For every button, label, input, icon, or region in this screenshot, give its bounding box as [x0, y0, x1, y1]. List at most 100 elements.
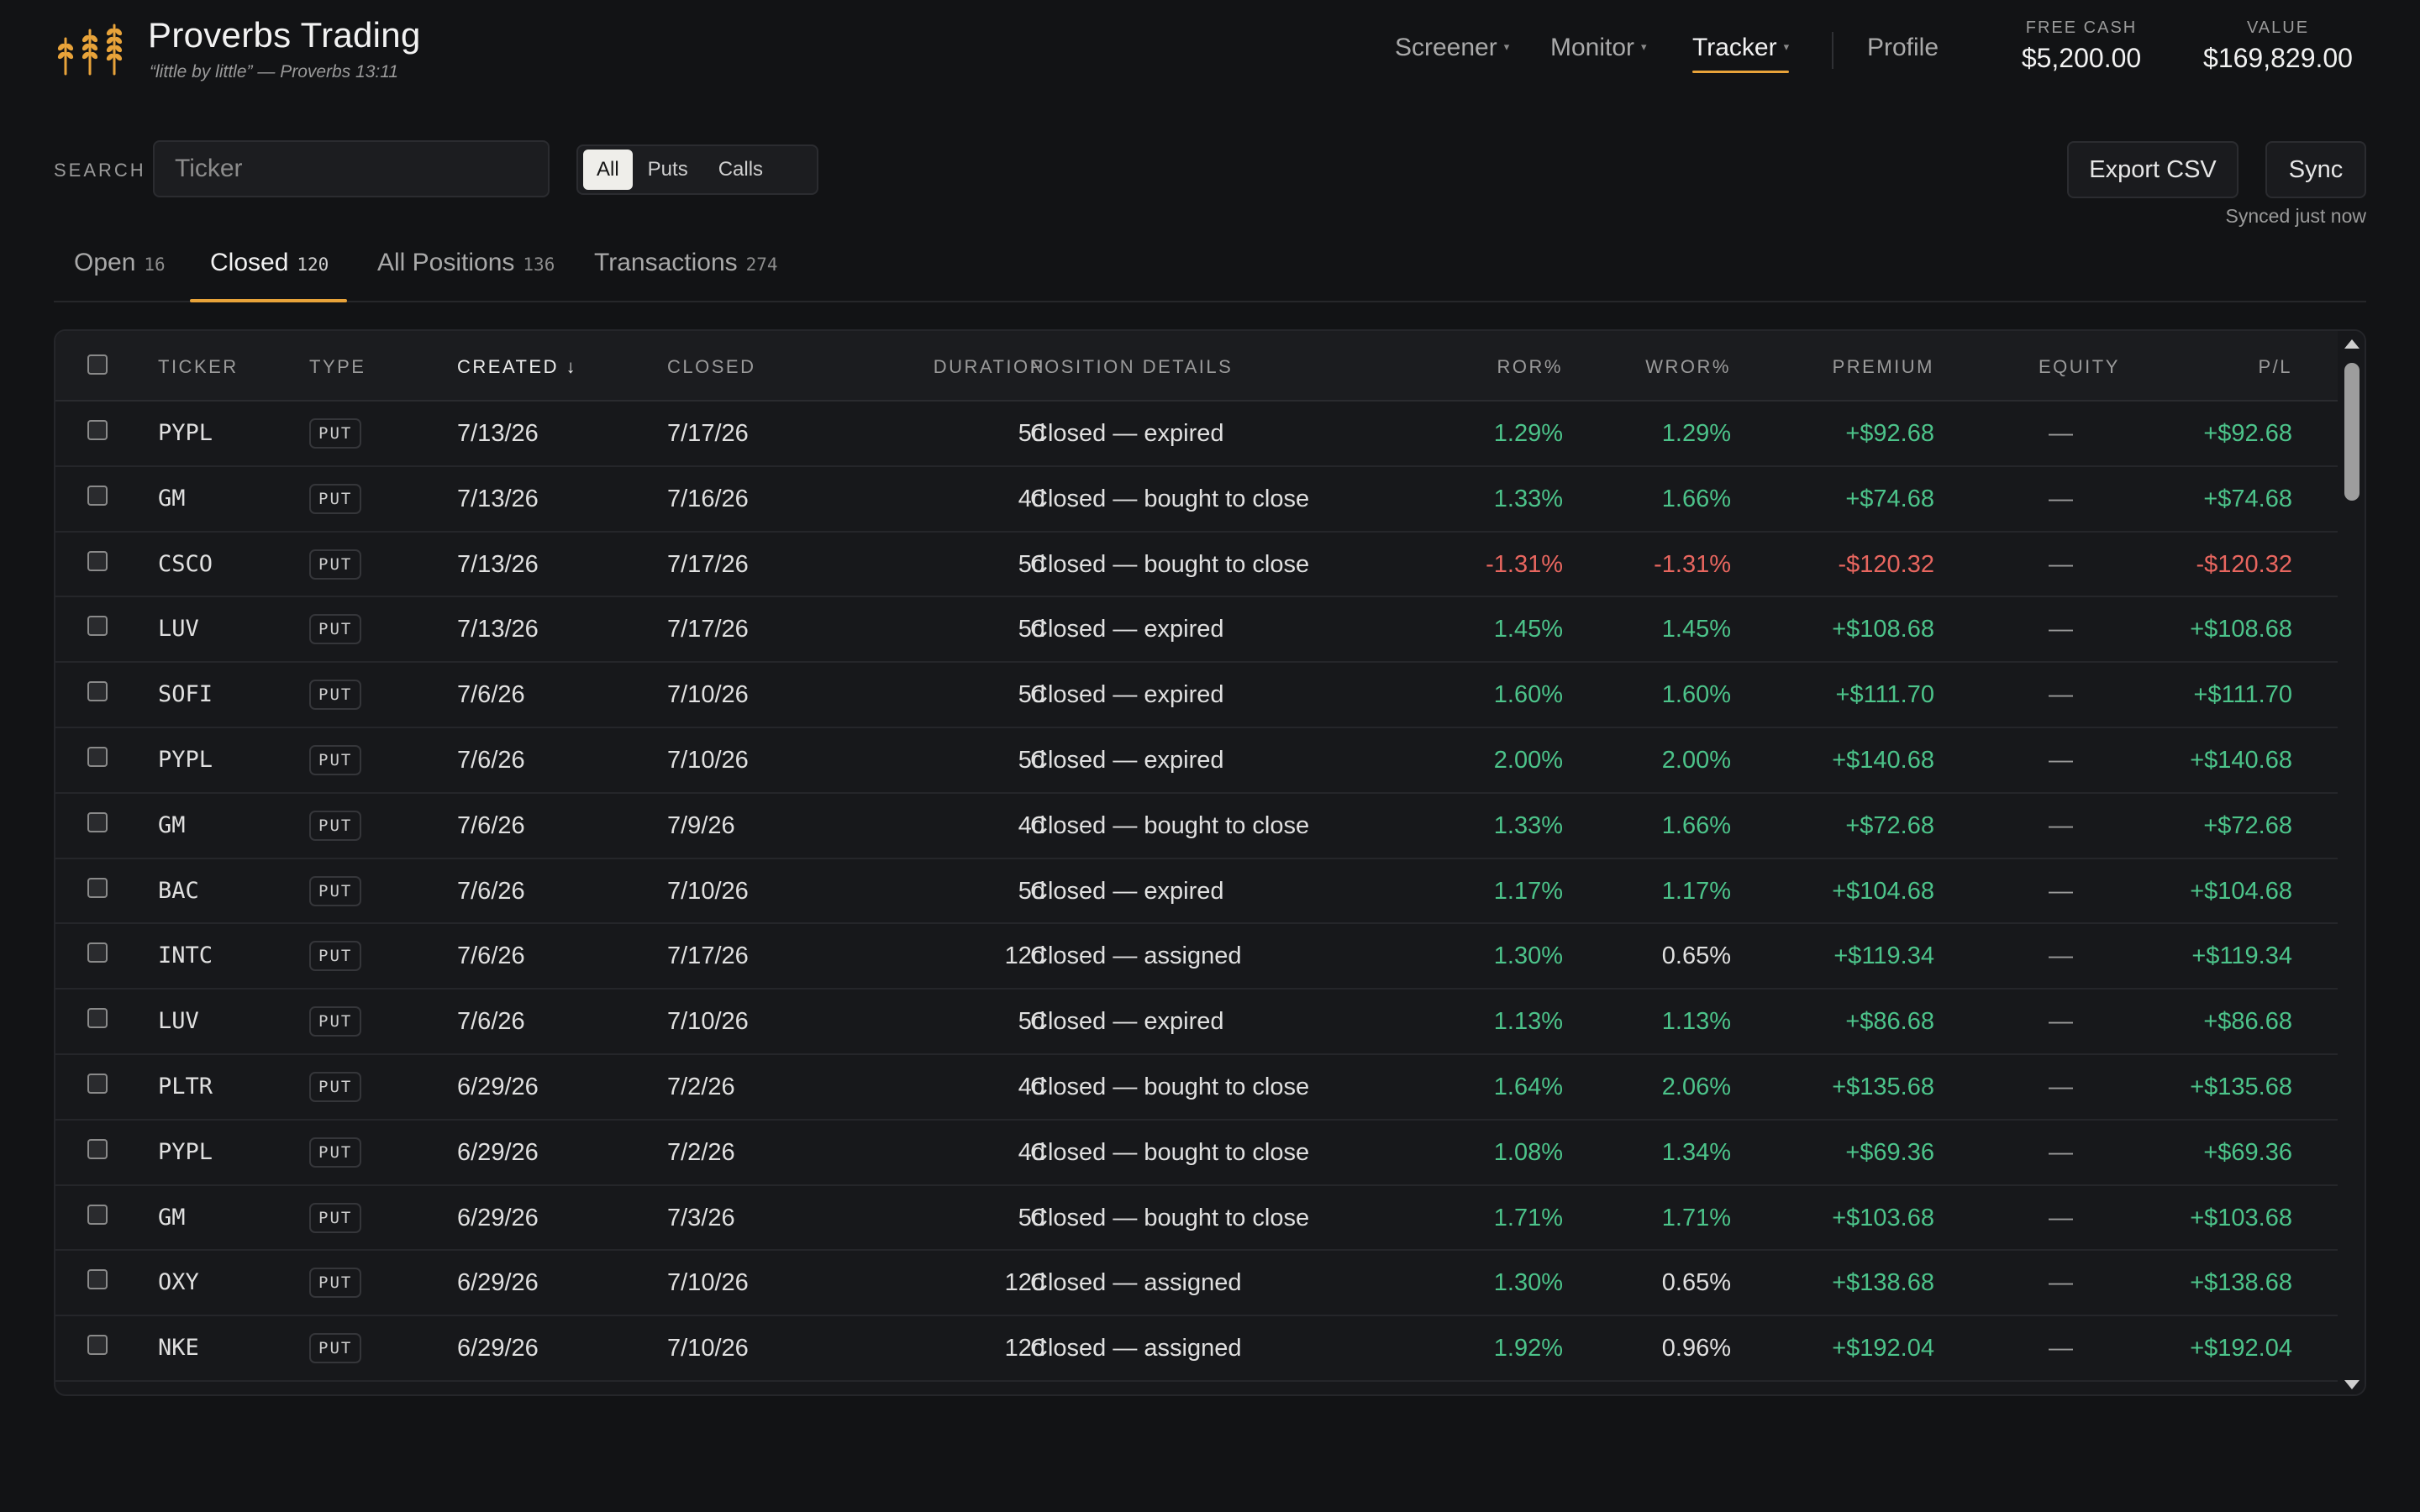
- scroll-down-arrow-icon[interactable]: [2344, 1380, 2360, 1389]
- filter-all-button[interactable]: All: [583, 150, 633, 190]
- row-checkbox[interactable]: [87, 550, 108, 571]
- cell-position-details: Closed — bought to close: [1030, 1073, 1310, 1100]
- table-row[interactable]: PUT PLTR 6/29/26 7/2/26 4d Closed — bought to…: [55, 1055, 2339, 1121]
- cell-duration: 5d: [1018, 1204, 1045, 1231]
- col-ror[interactable]: ROR%: [1497, 356, 1563, 377]
- cell-pl: +$92.68: [2203, 420, 2292, 447]
- ticker-search-input[interactable]: [153, 140, 550, 197]
- cell-position-details: Closed — expired: [1030, 877, 1224, 905]
- cell-premium: +$86.68: [1845, 1008, 1934, 1036]
- tab-all-positions[interactable]: All Positions 136: [377, 249, 555, 301]
- row-checkbox[interactable]: [87, 1138, 108, 1159]
- cell-pl: +$140.68: [2190, 746, 2292, 774]
- col-wror[interactable]: WROR%: [1645, 356, 1731, 377]
- row-checkbox[interactable]: [87, 1204, 108, 1225]
- cell-closed: 7/10/26: [667, 746, 749, 774]
- tab-open[interactable]: Open 16: [74, 249, 166, 301]
- table-row[interactable]: PUT PYPL 6/29/26 7/2/26 4d Closed — bought to…: [55, 1121, 2339, 1186]
- col-position-details[interactable]: POSITION DETAILS: [1030, 356, 1234, 377]
- cell-wror: 0.65%: [1661, 1269, 1731, 1297]
- nav-screener[interactable]: Screener ▾: [1395, 34, 1509, 76]
- cell-duration: 4d: [1018, 485, 1045, 512]
- table-row[interactable]: PUT NKE 6/29/26 7/10/26 12d Closed — assigned…: [55, 1316, 2339, 1382]
- cell-ror: 1.30%: [1493, 1269, 1563, 1297]
- export-csv-button[interactable]: Export CSV: [2067, 141, 2238, 198]
- cell-premium: +$111.70: [1835, 681, 1934, 709]
- table-row[interactable]: PUT GM 7/6/26 7/9/26 4d Closed — bought to cl…: [55, 794, 2339, 859]
- tab-closed[interactable]: Closed 120: [189, 249, 348, 302]
- brand-title: Proverbs Trading: [148, 15, 421, 55]
- table-row[interactable]: PUT BAC 7/6/26 7/10/26 5d Closed — expired 1.1…: [55, 859, 2339, 925]
- row-checkbox[interactable]: [87, 811, 108, 832]
- table-row[interactable]: PUT LUV 7/6/26 7/10/26 5d Closed — expired 1.1…: [55, 990, 2339, 1055]
- table-row[interactable]: PUT SOFI 7/6/26 7/10/26 5d Closed — expired 1.…: [55, 663, 2339, 728]
- table-row[interactable]: PUT GM 6/29/26 7/3/26 5d Closed — bought to c…: [55, 1186, 2339, 1252]
- table-row[interactable]: PUT CSCO 7/13/26 7/17/26 5d Closed — bought t…: [55, 533, 2339, 598]
- table-scrollbar[interactable]: [2338, 331, 2365, 1394]
- row-checkbox[interactable]: [87, 420, 108, 440]
- free-cash-label: FREE CASH: [2025, 18, 2138, 37]
- cell-ticker: PYPL: [158, 746, 213, 773]
- nav-tracker[interactable]: Tracker ▾: [1692, 34, 1790, 76]
- row-checkbox[interactable]: [87, 1008, 108, 1029]
- nav-profile[interactable]: Profile: [1867, 34, 1939, 76]
- scroll-up-arrow-icon[interactable]: [2344, 339, 2360, 349]
- cell-duration: 5d: [1018, 420, 1045, 447]
- cell-closed: 7/10/26: [667, 681, 749, 709]
- col-duration[interactable]: DURATION: [933, 356, 1045, 377]
- col-premium[interactable]: PREMIUM: [1832, 356, 1934, 377]
- cell-position-details: Closed — bought to close: [1030, 811, 1310, 839]
- col-created[interactable]: CREATED ↓: [457, 356, 577, 378]
- col-pl[interactable]: P/L: [2258, 356, 2292, 377]
- sync-button[interactable]: Sync: [2265, 141, 2366, 198]
- select-all-checkbox[interactable]: [87, 354, 108, 375]
- cell-premium: +$92.68: [1845, 420, 1934, 447]
- table-row[interactable]: PUT OXY 6/29/26 7/10/26 12d Closed — assigned…: [55, 1251, 2339, 1317]
- table-row[interactable]: PUT LUV 7/13/26 7/17/26 5d Closed — expired 1.…: [55, 597, 2339, 664]
- col-closed[interactable]: CLOSED: [667, 356, 756, 377]
- col-equity[interactable]: EQUITY: [2039, 356, 2120, 377]
- cell-ticker: PYPL: [158, 1138, 213, 1165]
- cell-position-details: Closed — expired: [1030, 746, 1224, 774]
- filter-calls-button[interactable]: Calls: [718, 158, 764, 181]
- row-checkbox[interactable]: [87, 616, 108, 637]
- row-checkbox[interactable]: [87, 1073, 108, 1094]
- row-checkbox[interactable]: [87, 877, 108, 898]
- scroll-thumb[interactable]: [2344, 363, 2360, 501]
- nav-monitor[interactable]: Monitor ▾: [1550, 34, 1647, 76]
- nav-monitor-label: Monitor: [1550, 34, 1635, 61]
- cell-created: 7/6/26: [457, 942, 525, 970]
- cell-premium: +$140.68: [1832, 746, 1934, 774]
- row-checkbox[interactable]: [87, 681, 108, 702]
- cell-ticker: PLTR: [158, 1073, 213, 1100]
- cell-position-details: Closed — bought to close: [1030, 550, 1310, 578]
- cell-duration: 12d: [1004, 1269, 1045, 1297]
- filter-puts-button[interactable]: Puts: [647, 158, 688, 181]
- cell-created: 7/6/26: [457, 877, 525, 905]
- row-checkbox[interactable]: [87, 942, 108, 963]
- cell-position-details: Closed — expired: [1030, 616, 1224, 643]
- row-checkbox[interactable]: [87, 1269, 108, 1290]
- cell-closed: 7/17/26: [667, 550, 749, 578]
- row-checkbox[interactable]: [87, 485, 108, 506]
- table-row[interactable]: PUT GM 7/13/26 7/16/26 4d Closed — bought to …: [55, 467, 2339, 533]
- cell-premium: +$192.04: [1832, 1335, 1934, 1362]
- cell-pl: +$192.04: [2190, 1335, 2292, 1362]
- tab-transactions[interactable]: Transactions 274: [594, 249, 778, 301]
- cell-equity: —: [2049, 550, 2073, 578]
- tab-label: Closed: [210, 249, 289, 276]
- table-row[interactable]: PUT PYPL 7/13/26 7/17/26 5d Closed — expired 1…: [55, 402, 2339, 467]
- tab-label: All Positions: [377, 249, 515, 276]
- row-checkbox[interactable]: [87, 746, 108, 767]
- col-type[interactable]: TYPE: [309, 356, 366, 377]
- row-checkbox[interactable]: [87, 1335, 108, 1356]
- table-row[interactable]: PUT INTC 7/6/26 7/17/26 12d Closed — assigned…: [55, 924, 2339, 990]
- cell-closed: 7/10/26: [667, 1269, 749, 1297]
- table-row[interactable]: PUT PYPL 7/6/26 7/10/26 5d Closed — expired 2.…: [55, 728, 2339, 794]
- cell-ticker: GM: [158, 1204, 186, 1231]
- col-ticker[interactable]: TICKER: [158, 356, 239, 377]
- cell-position-details: Closed — assigned: [1030, 1269, 1242, 1297]
- cell-ticker: OXY: [158, 1269, 199, 1296]
- cell-ror: 1.08%: [1493, 1138, 1563, 1166]
- chevron-down-icon: ▾: [1783, 40, 1790, 54]
